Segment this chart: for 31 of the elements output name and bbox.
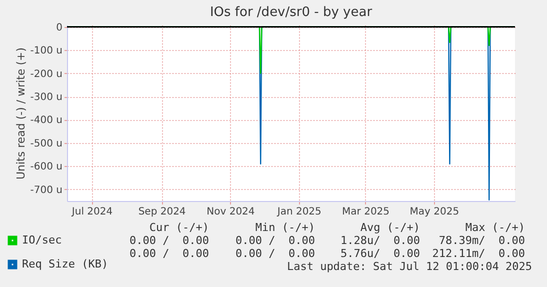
y-tick-label: 0 (56, 22, 62, 34)
text: 5.76u/ 0.00 (340, 247, 420, 260)
x-tick-label: Mar 2025 (342, 206, 390, 218)
chart-title: IOs for /dev/sr0 - by year (210, 4, 373, 20)
x-tick-label: Nov 2024 (206, 206, 255, 218)
legend-label: IO/sec (22, 234, 62, 246)
y-tick-label: -400 u (30, 115, 62, 126)
x-tick-label: Jul 2024 (70, 206, 113, 218)
text: 0.00 / 0.00 (130, 247, 209, 260)
text: 212.11m/ 0.00 (432, 247, 525, 260)
x-tick-label: May 2025 (410, 206, 460, 218)
y-tick-label: -200 u (30, 68, 62, 80)
text: Max (-/+) (465, 221, 525, 234)
text: Last update: Sat Jul 12 01:00:04 2025 (286, 260, 532, 273)
text: 0.00 / 0.00 (130, 234, 209, 247)
y-axis-title: Units read (-) / write (+) (14, 47, 28, 180)
legend-label: Req Size (KB) (22, 258, 108, 270)
y-tick-label: -600 u (30, 162, 62, 173)
text: Avg (-/+) (360, 221, 420, 234)
text: Cur (-/+) (149, 221, 209, 234)
y-tick-label: -500 u (30, 138, 62, 150)
text: Min (-/+) (255, 221, 315, 234)
text: 0.00 / 0.00 (236, 234, 315, 247)
y-tick-label: -100 u (30, 46, 62, 57)
text: 1.28u/ 0.00 (340, 234, 420, 247)
text: 78.39m/ 0.00 (438, 234, 525, 247)
text: 0.00 / 0.00 (236, 247, 315, 260)
y-tick-label: -700 u (30, 184, 62, 196)
x-tick-label: Sep 2024 (138, 206, 186, 218)
y-tick-label: -300 u (30, 92, 62, 104)
x-tick-label: Jan 2025 (276, 206, 322, 218)
